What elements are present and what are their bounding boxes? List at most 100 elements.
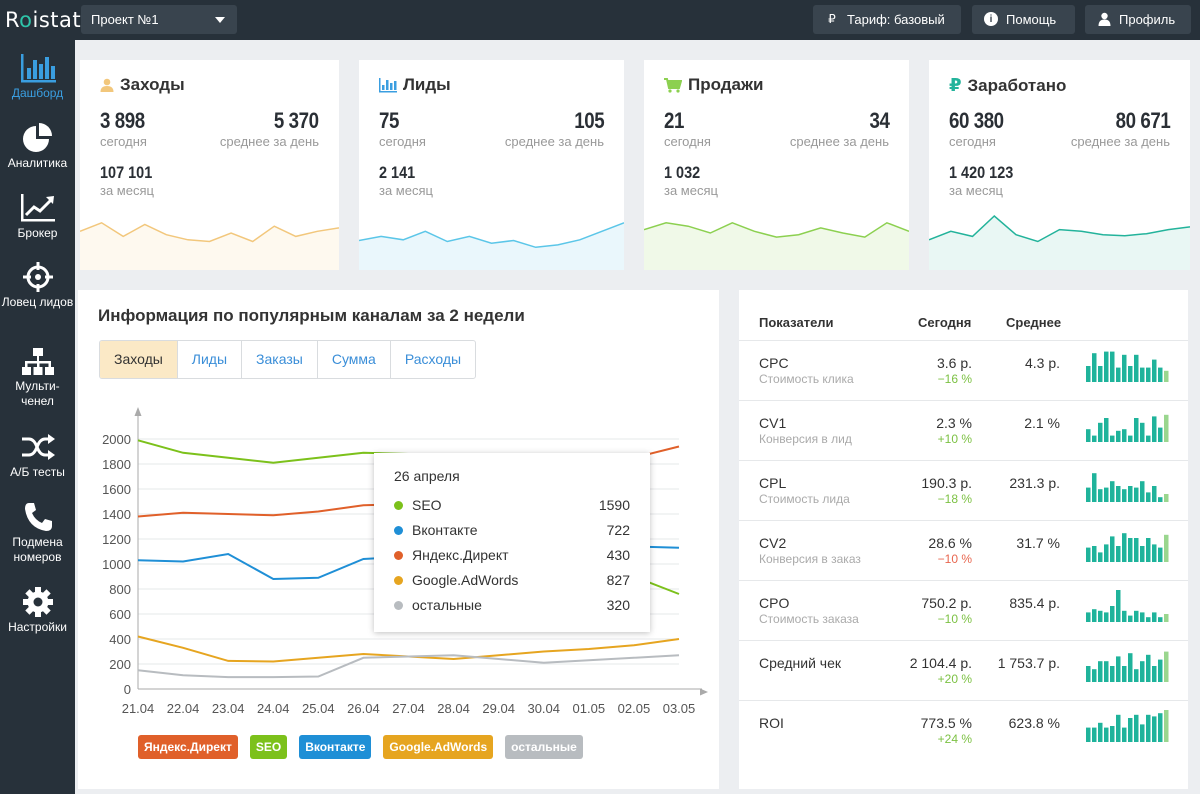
series-dot: [394, 500, 403, 510]
sparkline-area: [929, 216, 1190, 270]
sparkline-line: [929, 214, 1190, 243]
stat-month-value: 1 420 123: [949, 163, 1014, 182]
mini-bar-chart: [1086, 710, 1169, 742]
sidebar-item-multichannel[interactable]: Мульти-ченел: [0, 347, 75, 409]
mini-bar: [1116, 714, 1121, 742]
help-button[interactable]: i Помощь: [972, 5, 1075, 34]
mini-bar: [1122, 489, 1127, 502]
ruble-icon: ₽: [949, 75, 962, 95]
mini-bar: [1164, 370, 1169, 382]
metric-today: 750.2 р.: [921, 595, 972, 611]
mini-bar: [1146, 654, 1151, 682]
table-row[interactable]: CPO Стоимость заказа 750.2 р. −10 % 835.4 р.: [739, 580, 1188, 640]
sidebar-item-settings[interactable]: Настройки: [0, 586, 75, 635]
sparkline: [359, 222, 624, 270]
sidebar-item-label: Ловец лидов: [1, 295, 74, 309]
sidebar-item-ab-tests[interactable]: А/Б тесты: [0, 431, 75, 480]
project-select[interactable]: Проект №1: [81, 5, 237, 34]
sidebar-item-label: А/Б тесты: [10, 465, 65, 479]
stat-title-text: Лиды: [403, 75, 451, 94]
tariff-button[interactable]: ₽ Тариф: базовый: [813, 5, 961, 34]
mini-bar: [1110, 536, 1115, 562]
table-row[interactable]: Средний чек 2 104.4 р. +20 % 1 753.7 р.: [739, 640, 1188, 700]
series-line: [137, 635, 680, 663]
mini-bar: [1122, 354, 1127, 382]
sidebar-item-number-replacement[interactable]: Подмена номеров: [0, 501, 75, 565]
gear-icon: [22, 587, 53, 617]
legend-item-seo[interactable]: SEO: [249, 735, 288, 759]
mini-bar: [1158, 497, 1163, 502]
mini-bar: [1128, 615, 1133, 622]
table-row[interactable]: CV2 Конверсия в заказ 28.6 % −10 % 31.7 %: [739, 520, 1188, 580]
legend-item-google-adwords[interactable]: Google.AdWords: [383, 735, 494, 759]
x-tick-label: 24.04: [257, 701, 290, 716]
mini-bar: [1122, 727, 1127, 742]
mini-bar: [1110, 351, 1115, 382]
metric-average: 2.1 %: [1024, 415, 1060, 431]
table-row[interactable]: ROI 773.5 % +24 % 623.8 %: [739, 700, 1188, 760]
metric-delta: −10 %: [937, 552, 972, 566]
y-tick-label: 1200: [102, 532, 131, 547]
column-header: Сегодня: [918, 315, 972, 330]
mini-bar: [1086, 366, 1091, 382]
tooltip-date: 26 апреля: [394, 468, 460, 484]
profile-button[interactable]: Профиль: [1085, 5, 1191, 34]
tooltip-series-value: 430: [606, 547, 630, 563]
legend-item-yandex-direct[interactable]: Яндекс.Директ: [138, 735, 238, 759]
user-icon: [1097, 12, 1111, 26]
y-tick-label: 400: [109, 632, 131, 647]
metric-average: 231.3 р.: [1009, 475, 1060, 491]
stat-card-sales: Продажи 21 сегодня 34 среднее за день 1 …: [644, 60, 909, 270]
mini-bar: [1146, 714, 1151, 742]
tooltip-series-value: 827: [606, 572, 630, 588]
mini-bar: [1116, 486, 1121, 502]
tab-orders[interactable]: Заказы: [241, 341, 317, 378]
table-row[interactable]: CPL Стоимость лида 190.3 р. −18 % 231.3 р.: [739, 460, 1188, 520]
tab-visits[interactable]: Заходы: [100, 341, 177, 378]
mini-bar: [1152, 416, 1157, 442]
stat-today-label: сегодня: [379, 134, 426, 149]
mini-bar: [1116, 367, 1121, 382]
metric-delta: +10 %: [937, 432, 972, 446]
sparkline-area: [644, 222, 909, 270]
legend-item-vkontakte[interactable]: Вконтакте: [299, 735, 372, 759]
mini-bar: [1086, 487, 1091, 502]
x-tick-label: 30.04: [527, 701, 560, 716]
mini-bar: [1098, 610, 1103, 622]
stat-title: Лиды: [379, 75, 451, 95]
metric-today: 773.5 %: [920, 715, 972, 731]
metric-delta: +20 %: [937, 672, 972, 686]
sparkline-area: [80, 222, 339, 270]
sidebar-item-dashboard[interactable]: Дашборд: [0, 54, 75, 101]
tooltip-row: Яндекс.Директ 430: [394, 547, 630, 563]
sidebar-item-broker[interactable]: Брокер: [0, 192, 75, 241]
metric-average: 31.7 %: [1016, 535, 1060, 551]
mini-bar: [1152, 486, 1157, 502]
mini-bar: [1158, 617, 1163, 622]
y-tick-label: 800: [109, 582, 131, 597]
logo[interactable]: Roistat: [5, 8, 82, 32]
sparkline: [644, 221, 909, 270]
sidebar-item-label: Подмена номеров: [12, 535, 63, 564]
y-axis-arrow: [134, 407, 142, 416]
mini-bar: [1164, 494, 1169, 502]
stat-today-value: 60 380: [949, 108, 1004, 133]
tab-sum[interactable]: Сумма: [316, 341, 390, 378]
legend-item-other[interactable]: остальные: [505, 735, 583, 759]
stat-month-value: 1 032: [664, 163, 701, 182]
x-tick-label: 01.05: [573, 701, 606, 716]
table-row[interactable]: CV1 Конверсия в лид 2.3 % +10 % 2.1 %: [739, 400, 1188, 460]
panel-title: Информация по популярным каналам за 2 не…: [98, 306, 525, 325]
mini-bar: [1098, 366, 1103, 382]
tab-expenses[interactable]: Расходы: [389, 341, 475, 378]
metric-subtitle: Конверсия в лид: [759, 432, 852, 446]
tab-leads[interactable]: Лиды: [176, 341, 241, 378]
metric-name: CV2: [759, 535, 787, 551]
sidebar-item-lead-catcher[interactable]: Ловец лидов: [0, 261, 75, 310]
cart-icon: [664, 77, 682, 93]
table-row[interactable]: CPC Стоимость клика 3.6 р. −16 % 4.3 р.: [739, 340, 1188, 400]
sidebar-item-analytics[interactable]: Аналитика: [0, 122, 75, 171]
y-tick-label: 600: [109, 607, 131, 622]
metric-subtitle: Конверсия в заказ: [759, 552, 861, 566]
mini-bar-chart: [1086, 473, 1169, 502]
